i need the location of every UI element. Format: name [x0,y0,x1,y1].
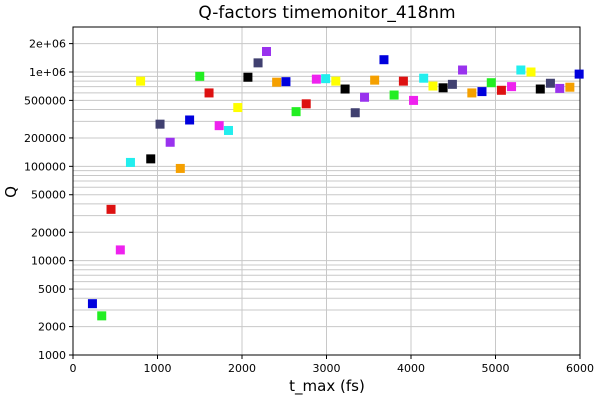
data-points [87,46,584,321]
data-point [574,69,584,79]
data-point [146,154,156,164]
y-tick-label: 100000 [24,160,66,173]
data-point [311,74,321,84]
data-point [496,85,506,95]
data-point [545,78,555,88]
y-tick-label: 5000 [38,283,66,296]
data-point [555,83,565,93]
data-point [185,115,195,125]
data-point [321,74,331,84]
data-point [428,81,438,91]
data-point [370,75,380,85]
y-axis-label: Q [2,186,20,198]
data-point [214,121,224,131]
data-point [350,108,360,118]
y-tick-label: 1000 [38,349,66,362]
data-point [516,65,526,75]
data-point [389,90,399,100]
data-point [526,67,536,77]
x-tick-label: 5000 [482,362,510,375]
data-point [438,83,448,93]
data-point [155,119,165,129]
data-point [253,58,263,68]
data-point [125,157,135,167]
data-point [272,77,282,87]
y-tick-label: 2e+06 [29,38,66,51]
data-point [87,299,97,309]
x-tick-label: 0 [70,362,77,375]
data-point [262,46,272,56]
y-tick-label: 200000 [24,132,66,145]
x-axis-label: t_max (fs) [289,377,365,396]
data-point [281,77,291,87]
x-tick-label: 6000 [566,362,594,375]
data-point [291,107,301,117]
data-point [447,79,457,89]
y-tick-label: 50000 [31,189,66,202]
x-axis: 0 1000 2000 3000 4000 5000 6000 [70,355,594,375]
y-tick-label: 10000 [31,255,66,268]
data-point [565,82,575,92]
data-point [233,103,243,113]
data-point [379,55,389,65]
data-point [301,99,311,109]
data-point [223,125,233,135]
x-tick-label: 3000 [313,362,341,375]
data-point [409,95,419,105]
data-point [97,311,107,321]
data-point [115,245,125,255]
y-axis: 1000 2000 5000 10000 20000 50000 100000 200000 5… [24,38,73,362]
grid [72,26,581,356]
x-tick-label: 4000 [397,362,425,375]
y-tick-label: 2000 [38,321,66,334]
data-point [360,92,370,102]
data-point [419,73,429,83]
data-point [477,87,487,97]
data-point [243,72,253,82]
data-point [458,65,468,75]
x-tick-label: 2000 [228,362,256,375]
data-point [175,163,185,173]
data-point [398,76,408,86]
data-point [467,88,477,98]
data-point [106,204,116,214]
data-point [165,137,175,147]
y-tick-label: 500000 [24,94,66,107]
data-point [195,71,205,81]
data-point [486,78,496,88]
chart-title: Q-factors timemonitor_418nm [198,3,455,23]
data-point [136,76,146,86]
data-point [507,82,517,92]
data-point [535,84,545,94]
data-point [204,88,214,98]
x-tick-label: 1000 [144,362,172,375]
data-point [340,84,350,94]
y-tick-label: 1e+06 [29,66,66,79]
y-tick-label: 20000 [31,226,66,239]
data-point [331,76,341,86]
